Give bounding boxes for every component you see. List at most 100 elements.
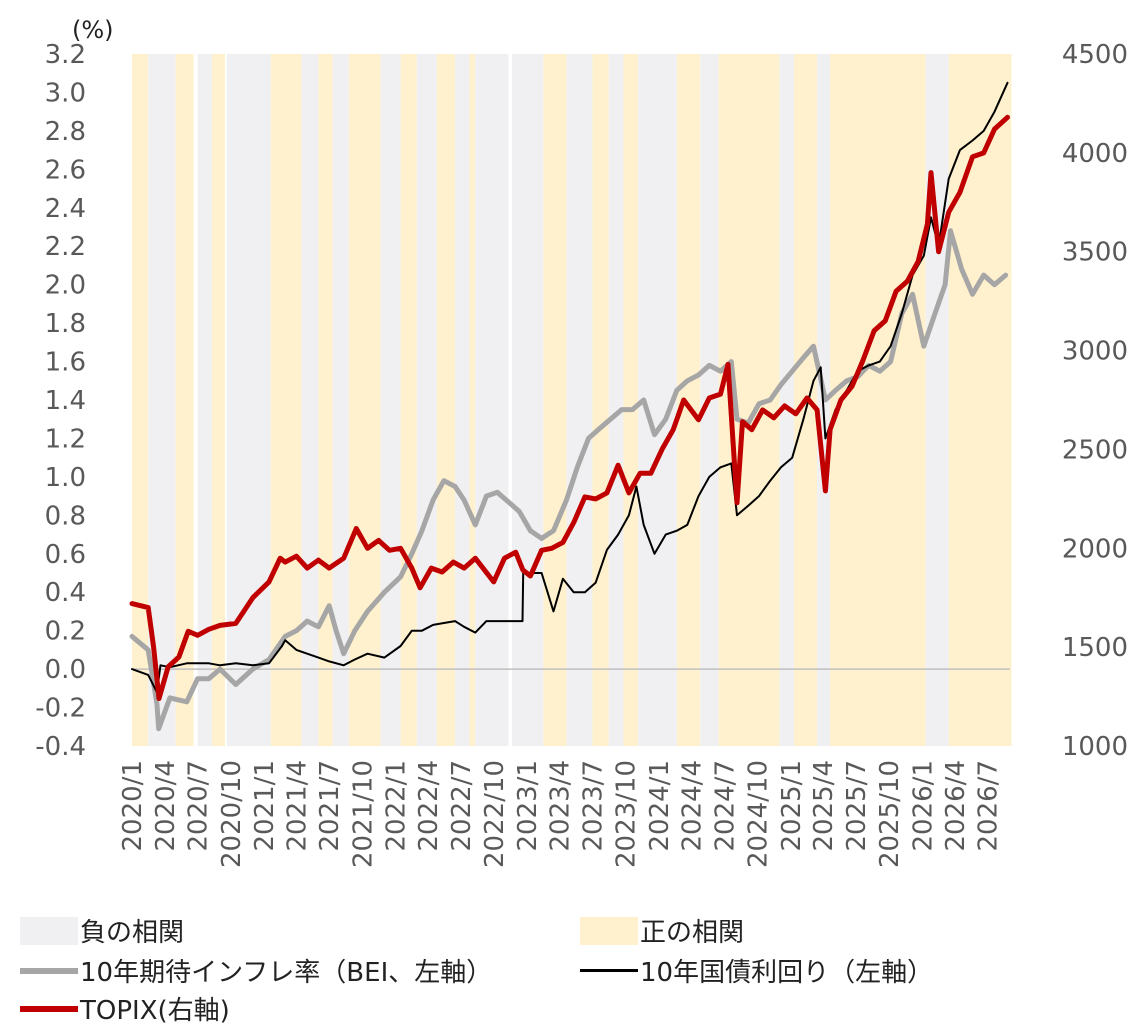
- legend-positive-swatch: [580, 916, 638, 945]
- x-tick-label: 2022/10: [480, 760, 510, 868]
- x-tick-label: 2023/10: [612, 760, 642, 868]
- legend-topix-swatch: [20, 1005, 78, 1012]
- right-tick-label: 1000: [1062, 732, 1128, 762]
- left-tick-label: 2.2: [45, 232, 86, 262]
- positive-correlation-band-10: [349, 54, 381, 746]
- x-tick-label: 2025/7: [842, 760, 872, 851]
- right-tick-label: 2500: [1062, 435, 1128, 465]
- right-tick-label: 3500: [1062, 238, 1128, 268]
- negative-correlation-band-22: [608, 54, 624, 746]
- left-axis: 3.2 3.0 2.8 2.6 2.4 2.2 2.0 1.8 1.6 1.4 1.2 1.0 0.8 0…: [35, 40, 86, 762]
- x-tick-label: 2022/1: [382, 760, 412, 851]
- legend-jgb-label: 10年国債利回り（左軸）: [640, 958, 934, 988]
- positive-correlation-band-8: [318, 54, 333, 746]
- x-tick-label: 2023/1: [513, 760, 543, 851]
- negative-correlation-band-5: [226, 54, 271, 746]
- topix-line: [129, 114, 1010, 701]
- left-axis-unit: (%): [72, 16, 114, 44]
- x-tick-label: 2024/1: [645, 760, 675, 851]
- left-tick-label: 0.0: [45, 655, 86, 685]
- negative-correlation-band-13: [416, 54, 437, 746]
- legend-bei-label: 10年期待インフレ率（BEI、左軸）: [80, 958, 493, 988]
- negative-correlation-band-3: [197, 54, 213, 746]
- series-lines: [129, 81, 1010, 732]
- left-tick-label: 0.8: [45, 501, 86, 531]
- legend-topix: TOPIX(右軸): [20, 990, 230, 1027]
- x-tick-label: 2020/7: [184, 760, 214, 851]
- legend-jgb: 10年国債利回り（左軸）: [580, 952, 933, 989]
- right-axis: 4500 4000 3500 3000 2500 2000 1500 1000: [1062, 40, 1128, 762]
- negative-correlation-band-15: [455, 54, 470, 746]
- left-tick-label: 0.6: [45, 540, 86, 570]
- legend-positive-label: 正の相関: [640, 918, 745, 948]
- right-tick-label: 1500: [1062, 633, 1128, 663]
- negative-correlation-band-7: [301, 54, 319, 746]
- x-tick-label: 2026/4: [941, 760, 971, 851]
- positive-correlation-band-21: [592, 54, 609, 746]
- right-tick-label: 4500: [1062, 40, 1128, 70]
- legend-positive: 正の相関: [580, 912, 744, 949]
- correlation-line-chart: 3.2 3.0 2.8 2.6 2.4 2.2 2.0 1.8 1.6 1.4 1.2 1.0 0.8 0…: [35, 16, 1128, 868]
- left-tick-label: 1.6: [45, 348, 86, 378]
- right-tick-label: 2000: [1062, 534, 1128, 564]
- left-tick-label: 2.6: [45, 155, 86, 185]
- legend-bei-swatch: [20, 967, 78, 974]
- legend-negative: 負の相関: [20, 912, 184, 949]
- negative-correlation-band-32: [925, 54, 949, 746]
- positive-correlation-band-31: [830, 54, 926, 746]
- x-tick-label: 2023/7: [578, 760, 608, 851]
- positive-correlation-band-25: [676, 54, 701, 746]
- x-tick-label: 2025/4: [809, 760, 839, 851]
- legend-negative-label: 負の相関: [80, 918, 185, 948]
- left-tick-label: -0.4: [35, 732, 86, 762]
- positive-correlation-band-19: [543, 54, 567, 746]
- jgb-line: [131, 81, 1009, 694]
- positive-correlation-band-4: [212, 54, 226, 746]
- right-tick-label: 3000: [1062, 337, 1128, 367]
- positive-correlation-band-2: [175, 54, 194, 746]
- negative-correlation-band-28: [779, 54, 795, 746]
- legend-topix-label: TOPIX(右軸): [80, 996, 230, 1026]
- x-tick-label: 2022/7: [447, 760, 477, 851]
- left-tick-label: -0.2: [35, 694, 86, 724]
- negative-correlation-band-20: [566, 54, 593, 746]
- legend-negative-swatch: [20, 916, 78, 945]
- negative-correlation-band-11: [380, 54, 401, 746]
- legend-jgb-swatch: [580, 969, 638, 972]
- x-tick-label: 2020/4: [151, 760, 181, 851]
- left-tick-label: 1.2: [45, 424, 86, 454]
- x-tick-label: 2021/7: [315, 760, 345, 851]
- left-tick-label: 3.0: [45, 78, 86, 108]
- left-tick-label: 1.4: [45, 386, 86, 416]
- left-tick-label: 2.8: [45, 117, 86, 147]
- left-tick-label: 1.8: [45, 309, 86, 339]
- x-tick-label: 2025/1: [777, 760, 807, 851]
- negative-correlation-band-17: [475, 54, 509, 746]
- positive-correlation-band-33: [948, 54, 1012, 746]
- positive-correlation-band-14: [436, 54, 456, 746]
- x-tick-label: 2025/10: [875, 760, 905, 868]
- x-tick-label: 2024/10: [744, 760, 774, 868]
- x-tick-label: 2026/7: [974, 760, 1004, 851]
- left-tick-label: 0.2: [45, 617, 86, 647]
- x-axis: 2020/1 2020/4 2020/7 2020/10 2021/1 2021/4 202…: [118, 760, 1004, 868]
- x-tick-label: 2024/7: [710, 760, 740, 851]
- x-tick-label: 2021/1: [250, 760, 280, 851]
- correlation-bands: [132, 54, 1012, 746]
- x-tick-label: 2023/4: [546, 760, 576, 851]
- x-tick-label: 2020/1: [118, 760, 148, 851]
- x-tick-label: 2022/4: [414, 760, 444, 851]
- x-tick-label: 2021/10: [348, 760, 378, 868]
- legend-bei: 10年期待インフレ率（BEI、左軸）: [20, 952, 492, 989]
- negative-correlation-band-9: [332, 54, 350, 746]
- right-tick-label: 4000: [1062, 139, 1128, 169]
- left-tick-label: 0.4: [45, 578, 86, 608]
- x-tick-label: 2020/10: [217, 760, 247, 868]
- x-tick-label: 2024/4: [678, 760, 708, 851]
- left-tick-label: 3.2: [45, 40, 86, 70]
- x-tick-label: 2021/4: [282, 760, 312, 851]
- x-tick-label: 2026/1: [908, 760, 938, 851]
- positive-correlation-band-16: [469, 54, 476, 746]
- negative-correlation-band-18: [512, 54, 544, 746]
- left-tick-label: 1.0: [45, 463, 86, 493]
